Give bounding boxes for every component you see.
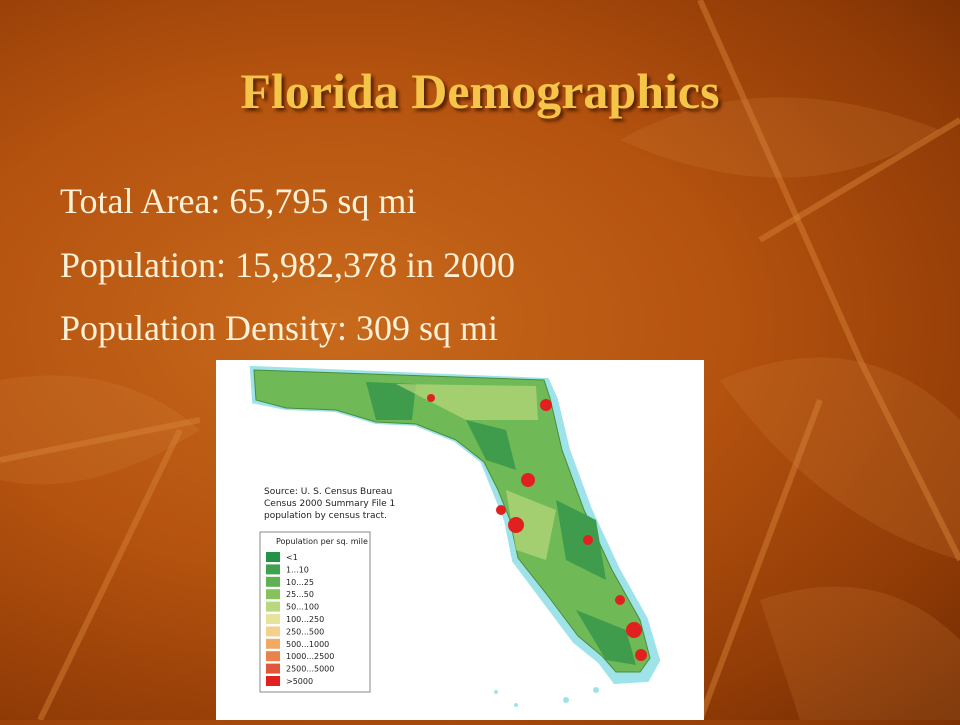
legend-swatch [266,552,280,562]
legend-label: 250...500 [286,627,324,636]
legend-swatch [266,576,280,587]
legend-swatch [266,626,280,637]
legend-label: 2500...5000 [286,665,334,674]
text-line: Population: 15,982,378 in 2000 [60,245,516,285]
legend-swatch [266,676,280,686]
keys [494,687,599,707]
land-region [396,384,556,560]
land-region [366,382,636,665]
legend-label: >5000 [286,677,313,686]
legend-label: 100...250 [286,615,324,624]
map-source: Census 2000 Summary File 1 [264,499,395,509]
legend-label: 1000...2500 [286,652,334,661]
urban-areas [427,394,647,661]
legend-title: Population per sq. mile [276,537,368,546]
legend-swatch [266,663,280,674]
legend-swatch [266,638,280,649]
legend-label: 25...50 [286,590,314,599]
legend-label: 50...100 [286,603,319,612]
land [253,369,651,673]
legend-swatch [266,651,280,662]
map-source: Source: U. S. Census Bureau [264,487,392,497]
legend-label: <1 [286,553,298,562]
text-line: Population Density: 309 sq mi [60,308,499,348]
text-line: Total Area: 65,795 sq mi [60,181,417,221]
legend-swatch [266,564,280,575]
slide-title: Florida Demographics [240,63,720,119]
legend-label: 1...10 [286,565,309,574]
map-image: Source: U. S. Census Bureau Census 2000 … [216,360,704,720]
map-source: population by census tract. [264,511,387,521]
legend-label: 500...1000 [286,640,329,649]
legend-label: 10...25 [286,578,314,587]
legend-swatch [266,601,280,612]
florida-map: Source: U. S. Census Bureau Census 2000 … [249,365,661,707]
legend-swatch [266,589,280,600]
legend-swatch [266,614,280,624]
legend: <1 1...10 10...25 25...50 50...100 100...250 2… [266,552,334,686]
